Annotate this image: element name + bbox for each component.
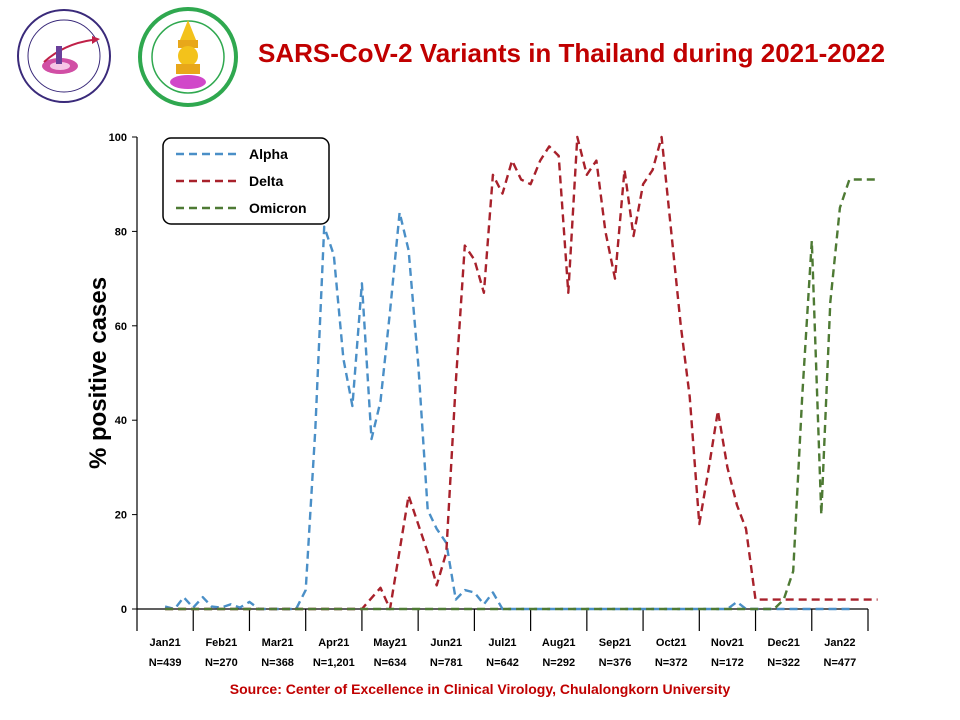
y-tick-label: 0 xyxy=(121,604,127,616)
sample-size-label: N=477 xyxy=(824,657,857,669)
x-tick-label: Aug21 xyxy=(542,637,576,649)
x-tick-label: Sep21 xyxy=(599,637,631,649)
legend-label-delta: Delta xyxy=(249,173,283,189)
source-note: Source: Center of Excellence in Clinical… xyxy=(229,681,731,697)
sample-size-label: N=368 xyxy=(261,657,294,669)
series-line-alpha xyxy=(164,211,854,611)
y-tick-label: 60 xyxy=(115,321,127,333)
series-line-delta xyxy=(165,135,878,611)
x-tick-label: Jan21 xyxy=(150,637,181,649)
series-line-omicron xyxy=(165,178,878,611)
x-tick-label: Feb21 xyxy=(205,637,237,649)
legend: Alpha Delta Omicron xyxy=(162,137,330,225)
sample-size-label: N=372 xyxy=(655,657,688,669)
x-tick-label: Jan22 xyxy=(824,637,855,649)
sample-size-label: N=642 xyxy=(486,657,519,669)
x-tick-label: Oct21 xyxy=(656,637,687,649)
coe-clinical-virology-logo xyxy=(8,6,120,106)
sample-size-label: N=1,201 xyxy=(313,657,355,669)
x-tick-label: Nov21 xyxy=(711,637,744,649)
x-tick-label: Mar21 xyxy=(262,637,294,649)
faculty-of-medicine-chulalongkorn-logo xyxy=(134,6,242,108)
y-tick-label: 80 xyxy=(115,226,127,238)
x-tick-label: May21 xyxy=(373,637,407,649)
x-tick-label: Dec21 xyxy=(767,637,799,649)
legend-label-omicron: Omicron xyxy=(249,200,307,216)
sample-size-label: N=172 xyxy=(711,657,744,669)
sample-size-label: N=439 xyxy=(149,657,182,669)
sample-size-label: N=376 xyxy=(599,657,632,669)
sample-size-label: N=634 xyxy=(374,657,408,669)
chart-axes: 0 20 40 60 80 100 Jan21 N=439 Feb21 N=270 Mar21 N=3… xyxy=(85,132,869,669)
series-layer xyxy=(164,135,878,611)
x-tick-label: Jul21 xyxy=(488,637,516,649)
sample-size-label: N=292 xyxy=(542,657,575,669)
x-tick-label: Jun21 xyxy=(430,637,462,649)
y-tick-label: 20 xyxy=(115,510,127,522)
y-tick-label: 100 xyxy=(109,132,127,144)
sample-size-label: N=781 xyxy=(430,657,463,669)
legend-box xyxy=(162,137,330,225)
sample-size-label: N=270 xyxy=(205,657,238,669)
y-tick-label: 40 xyxy=(115,415,127,427)
y-axis-title: % positive cases xyxy=(85,277,112,469)
x-tick-label: Apr21 xyxy=(318,637,349,649)
sample-size-label: N=322 xyxy=(767,657,800,669)
legend-label-alpha: Alpha xyxy=(249,146,288,162)
chart-title: SARS-CoV-2 Variants in Thailand during 2… xyxy=(258,38,886,68)
